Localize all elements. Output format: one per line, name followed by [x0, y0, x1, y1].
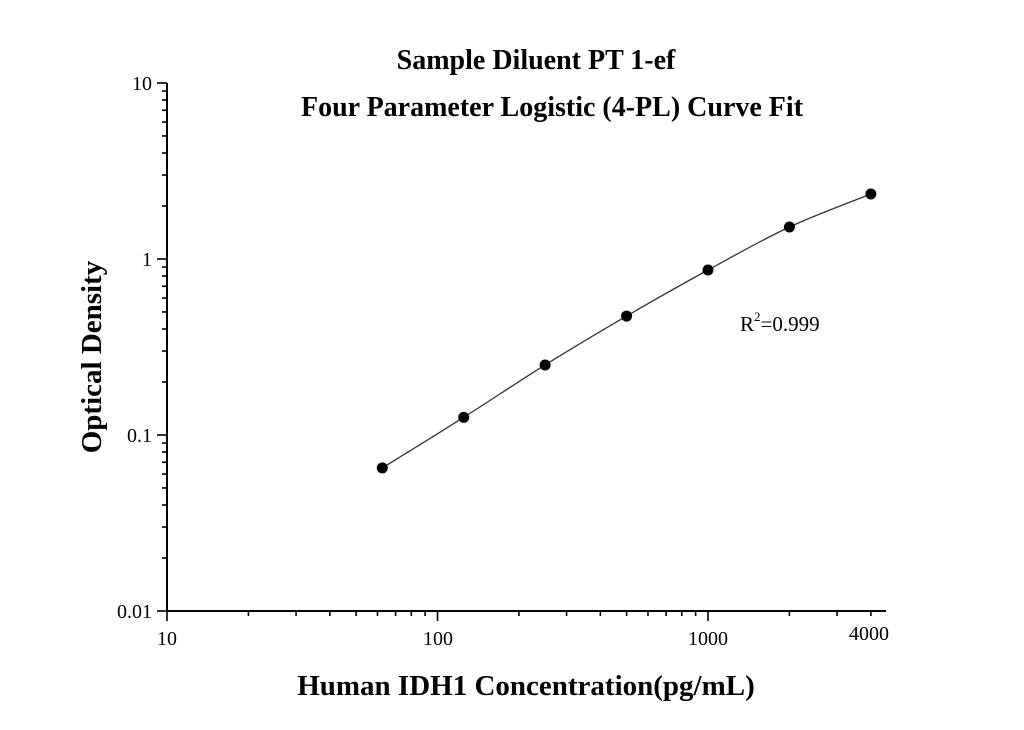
data-point — [621, 310, 633, 322]
data-point — [376, 462, 388, 474]
y-axis-title: Optical Density — [76, 260, 108, 453]
x-tick-label: 4000 — [849, 623, 889, 645]
x-tick-label: 1000 — [688, 628, 728, 650]
y-tick-label: 10 — [132, 73, 152, 95]
data-point — [783, 221, 795, 233]
data-point — [702, 264, 714, 276]
r-squared-annotation: R2=0.999 — [740, 309, 820, 336]
x-tick-label: 100 — [423, 628, 453, 650]
data-points — [376, 188, 877, 474]
y-tick-label: 0.1 — [127, 425, 152, 447]
y-axis-ticks — [157, 82, 167, 612]
chart-title: Sample Diluent PT 1-ef — [397, 45, 676, 76]
x-tick-label: 10 — [157, 628, 177, 650]
plot-axes — [166, 83, 886, 612]
y-tick-labels: 0.01 0.1 1 10 — [117, 73, 152, 623]
chart-subtitle: Four Parameter Logistic (4-PL) Curve Fit — [301, 92, 804, 123]
y-tick-label: 0.01 — [117, 601, 152, 623]
data-point — [865, 188, 877, 200]
y-tick-label: 1 — [142, 249, 152, 271]
x-axis-title: Human IDH1 Concentration(pg/mL) — [297, 670, 755, 702]
x-tick-labels: 10 100 1000 4000 — [157, 623, 889, 650]
data-point — [458, 411, 470, 423]
x-axis-ticks — [166, 611, 872, 621]
data-point — [539, 359, 551, 371]
